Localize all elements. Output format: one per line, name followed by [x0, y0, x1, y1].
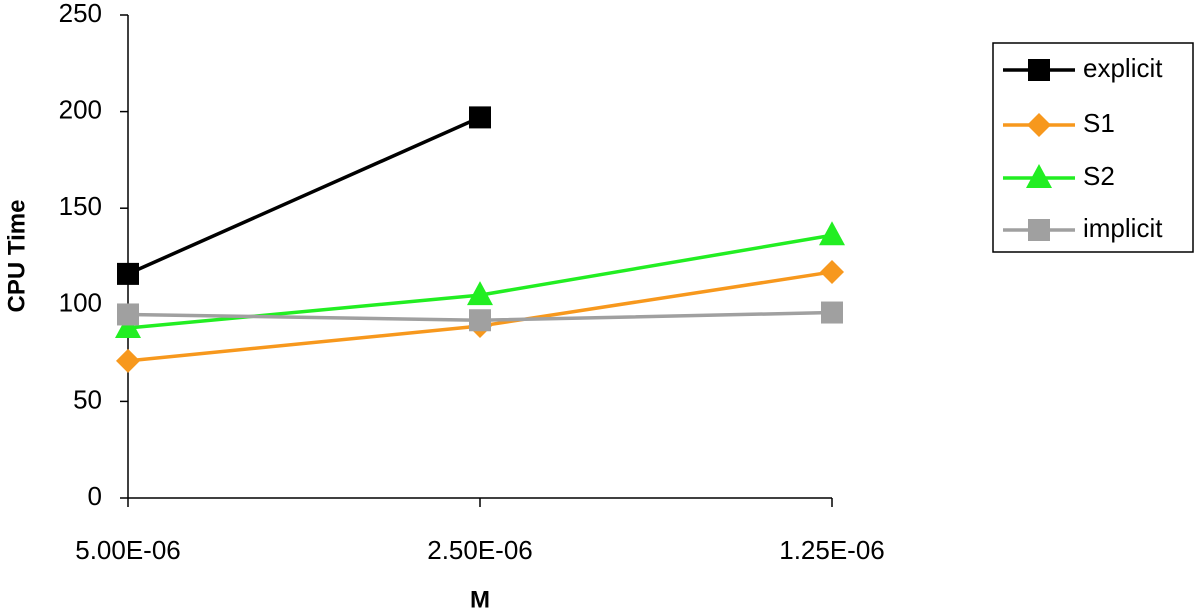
legend-label: implicit — [1083, 213, 1163, 243]
y-axis-title: CPU Time — [3, 200, 30, 313]
x-tick-label: 2.50E-06 — [427, 535, 533, 565]
legend-label: explicit — [1083, 53, 1163, 83]
marker-square — [1028, 59, 1050, 81]
marker-diamond — [116, 348, 140, 373]
marker-square — [117, 262, 139, 285]
marker-square — [821, 301, 843, 324]
series-line — [127, 115, 481, 276]
marker-diamond — [1027, 113, 1051, 137]
marker-square — [469, 106, 491, 129]
y-tick-label: 150 — [59, 191, 102, 221]
y-tick-label: 100 — [59, 288, 102, 318]
marker-diamond — [820, 259, 844, 284]
y-tick-label: 250 — [59, 0, 102, 28]
x-axis-title: M — [470, 586, 490, 613]
legend-label: S2 — [1083, 161, 1115, 191]
marker-triangle — [467, 281, 493, 306]
marker-triangle — [819, 221, 845, 246]
legend-box — [992, 42, 1194, 253]
y-tick-label: 0 — [88, 481, 102, 511]
marker-triangle — [115, 313, 141, 338]
y-tick-label: 200 — [59, 94, 102, 124]
legend-label: S1 — [1083, 108, 1115, 138]
marker-square — [117, 303, 139, 326]
marker-square — [469, 309, 491, 332]
y-tick-label: 50 — [73, 384, 102, 414]
marker-square — [1028, 219, 1050, 241]
x-tick-label: 1.25E-06 — [779, 535, 885, 565]
x-tick-label: 5.00E-06 — [75, 535, 181, 565]
marker-triangle — [1026, 164, 1052, 188]
